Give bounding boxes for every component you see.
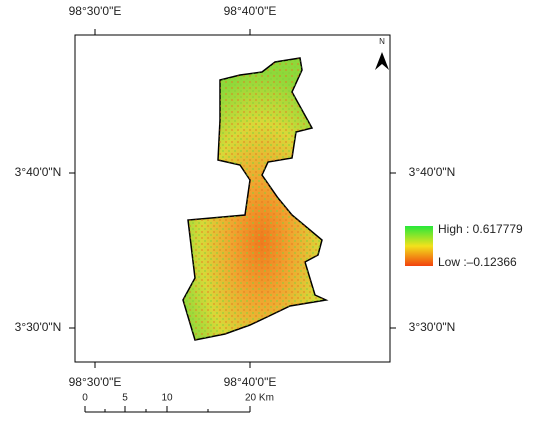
scale-label: 10 <box>161 393 173 404</box>
study-area <box>182 57 329 341</box>
legend: High : 0.617779 Low :–0.12366 <box>405 222 523 269</box>
bottom-label: 98°40'0"E <box>224 375 277 389</box>
frame-ticks <box>69 29 396 368</box>
top-label: 98°30'0"E <box>69 4 122 18</box>
left-label: 3°30'0"N <box>15 320 62 334</box>
scale-label: 5 <box>122 393 128 404</box>
bottom-label: 98°30'0"E <box>69 375 122 389</box>
legend-ramp <box>405 226 433 266</box>
top-label: 98°40'0"E <box>224 4 277 18</box>
legend-high: High : 0.617779 <box>438 222 523 236</box>
north-arrow: N <box>375 37 389 70</box>
left-label: 3°40'0"N <box>15 165 62 179</box>
scale-label: 20 Km <box>245 393 274 404</box>
north-label: N <box>379 37 385 46</box>
right-label: 3°40'0"N <box>409 165 456 179</box>
legend-low: Low :–0.12366 <box>438 255 517 269</box>
scale-bar: 0 5 10 20 Km <box>82 393 274 413</box>
right-label: 3°30'0"N <box>409 320 456 334</box>
scale-label: 0 <box>82 393 88 404</box>
